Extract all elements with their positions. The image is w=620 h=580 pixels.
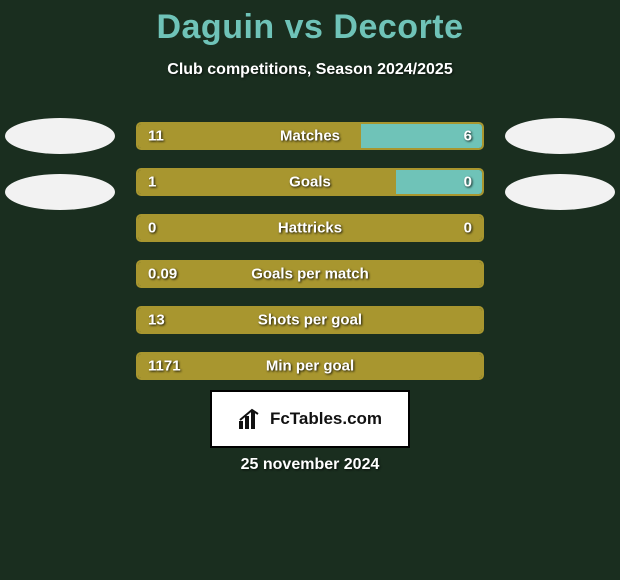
stat-value-right: 6 (464, 128, 472, 145)
player2-avatar-column (500, 118, 620, 210)
player1-club-placeholder (5, 174, 115, 210)
stat-bar-fill-left (138, 170, 396, 194)
date-label: 25 november 2024 (241, 456, 380, 474)
stat-bar: 1 Goals 0 (136, 168, 484, 196)
stat-value-left: 11 (148, 128, 164, 145)
stat-bar: 13 Shots per goal (136, 306, 484, 334)
stat-value-right: 0 (464, 174, 472, 191)
stat-value-left: 13 (148, 312, 165, 329)
stat-value-right: 0 (464, 220, 472, 237)
stat-bar: 11 Matches 6 (136, 122, 484, 150)
stat-label: Hattricks (278, 220, 342, 237)
stat-label: Shots per goal (258, 312, 362, 329)
stat-label: Goals per match (251, 266, 369, 283)
stat-label: Min per goal (266, 358, 354, 375)
stat-bars-container: 11 Matches 6 1 Goals 0 0 Hattricks 0 0.09 Goals pe… (136, 122, 484, 380)
player1-avatar-placeholder (5, 118, 115, 154)
stat-label: Matches (280, 128, 340, 145)
logo-text: FcTables.com (270, 409, 382, 429)
stat-bar: 1171 Min per goal (136, 352, 484, 380)
fctables-logo: FcTables.com (210, 390, 410, 448)
stat-value-left: 1 (148, 174, 156, 191)
player1-avatar-column (0, 118, 120, 210)
chart-icon (238, 408, 264, 430)
stat-value-left: 0 (148, 220, 156, 237)
subtitle: Club competitions, Season 2024/2025 (0, 61, 620, 79)
player1-name: Daguin (156, 8, 274, 46)
stat-bar: 0.09 Goals per match (136, 260, 484, 288)
stat-label: Goals (289, 174, 331, 191)
stat-bar: 0 Hattricks 0 (136, 214, 484, 242)
player2-name: Decorte (333, 8, 463, 46)
player2-club-placeholder (505, 174, 615, 210)
vs-label: vs (285, 8, 324, 46)
comparison-title: Daguin vs Decorte (0, 0, 620, 47)
stat-value-left: 1171 (148, 358, 181, 375)
player2-avatar-placeholder (505, 118, 615, 154)
stat-value-left: 0.09 (148, 266, 177, 283)
